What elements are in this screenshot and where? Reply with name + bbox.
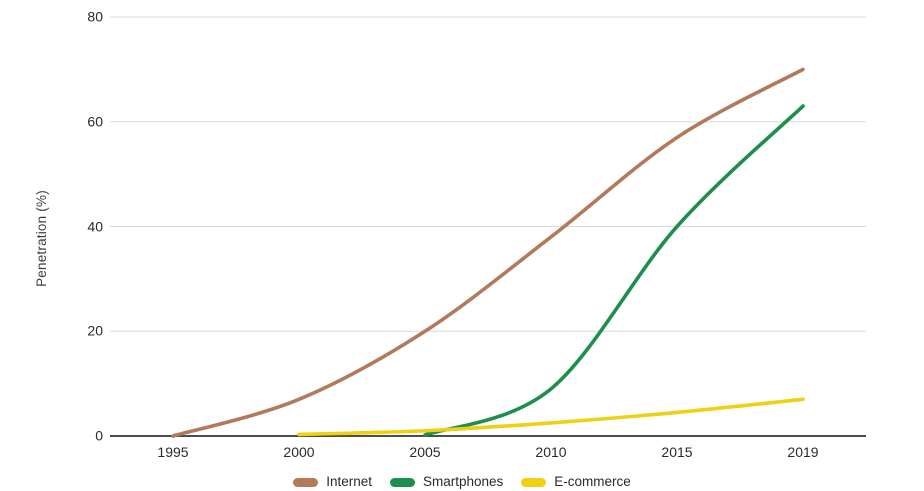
legend-swatch-smartphones (389, 478, 415, 487)
legend: Internet Smartphones E-commerce (0, 473, 924, 491)
legend-label: Internet (326, 474, 372, 489)
y-tick-label-60: 60 (87, 113, 103, 130)
x-tick-label-2005: 2005 (409, 444, 441, 460)
y-tick-label-0: 0 (95, 427, 103, 444)
y-tick-label-20: 20 (87, 322, 103, 339)
legend-swatch-e-commerce (521, 478, 547, 487)
e-commerce-line (297, 397, 805, 437)
y-tick-label-80: 80 (87, 8, 103, 25)
x-tick-label-1995: 1995 (157, 444, 189, 460)
x-tick-label-2019: 2019 (787, 444, 819, 460)
x-tick-label-2015: 2015 (661, 444, 693, 460)
smartphones-line (423, 104, 805, 437)
legend-item-e-commerce: E-commerce (521, 473, 631, 489)
x-tick-label-2010: 2010 (535, 444, 567, 460)
legend-item-smartphones: Smartphones (389, 473, 504, 489)
y-tick-label-40: 40 (87, 218, 103, 235)
legend-label: Smartphones (422, 474, 504, 489)
legend-swatch-internet (293, 478, 319, 487)
x-tick-label-2000: 2000 (283, 444, 315, 460)
legend-label: E-commerce (554, 474, 631, 489)
internet-line (171, 67, 805, 438)
legend-item-internet: Internet (293, 473, 372, 489)
